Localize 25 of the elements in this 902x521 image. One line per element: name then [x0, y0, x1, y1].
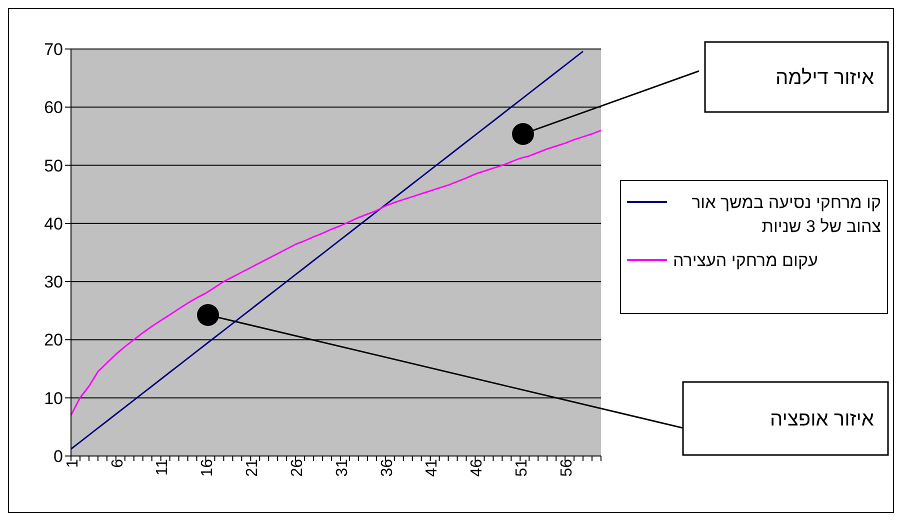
- x-tick-label: 36: [378, 458, 396, 477]
- x-tick-label: 21: [244, 458, 262, 477]
- x-tick-label: 46: [468, 458, 486, 477]
- y-tick-label: 0: [54, 447, 63, 466]
- text: איזור אופציה: [770, 408, 874, 430]
- legend-label: עקום מרחקי העצירה: [673, 250, 818, 272]
- x-tick-label: 26: [288, 458, 306, 477]
- y-tick-label: 70: [44, 40, 63, 60]
- line-series: [70, 50, 584, 450]
- x-tick-label: 31: [334, 458, 351, 477]
- x-tick-label: 41: [424, 458, 441, 477]
- x-tick-label: 56: [558, 458, 576, 477]
- y-tick-label: 20: [44, 330, 63, 350]
- y-tick-label: 10: [44, 388, 63, 408]
- x-tick-label: 16: [199, 458, 216, 477]
- legend-label: קו מרחקי נסיעה במשך אור צהוב של 3 שניות: [690, 192, 881, 238]
- text: איזור דילמה: [775, 67, 874, 89]
- y-tick-label: 40: [44, 214, 63, 234]
- y-tick-label: 30: [44, 272, 63, 292]
- x-tick-label: 1: [64, 458, 82, 468]
- x-tick-label: 6: [109, 458, 126, 468]
- y-tick-label: 50: [44, 156, 63, 176]
- x-tick-label: 51: [514, 458, 531, 477]
- x-tick-label: 11: [154, 458, 172, 476]
- y-tick-label: 60: [44, 98, 63, 118]
